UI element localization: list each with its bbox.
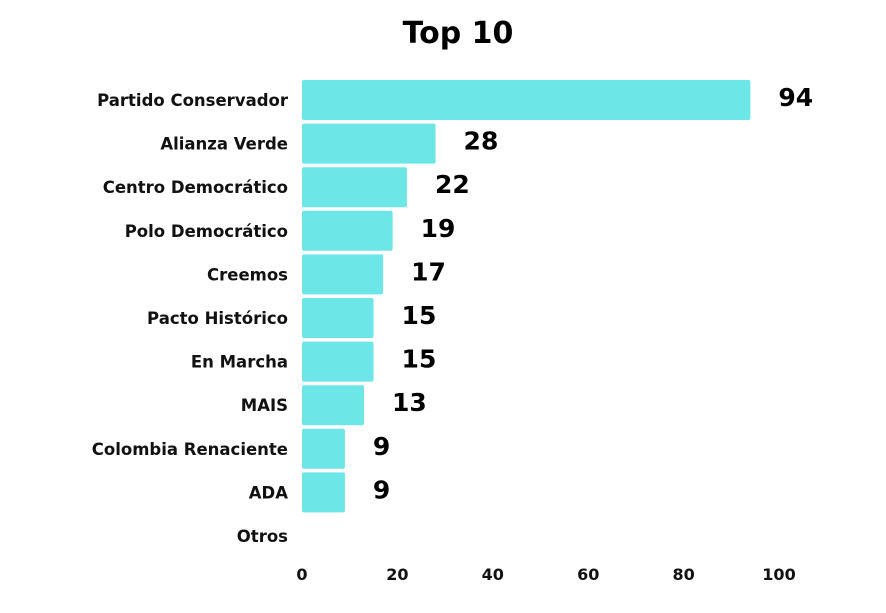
value-label: 17 [411,257,446,286]
x-tick-label: 40 [482,565,504,584]
category-labels-group: Partido Conservador Alianza Verde Centro D… [92,91,289,546]
value-label: 13 [392,388,427,417]
category-label: Creemos [207,265,288,284]
x-tick-label: 0 [296,565,307,584]
category-label: Pacto Histórico [147,309,288,328]
value-label: 15 [402,301,437,330]
category-label: Partido Conservador [97,91,289,110]
bar [302,80,751,120]
x-tick-label: 100 [762,565,795,584]
category-label: Otros [237,527,288,546]
category-label: Polo Democrático [125,222,288,241]
bar [302,385,365,426]
bar [302,210,393,251]
x-axis-ticks-group: 0 20 40 60 80 100 [296,565,795,584]
chart-title: Top 10 [403,16,514,51]
value-label: 15 [402,345,437,374]
category-label: MAIS [241,396,288,415]
value-label: 19 [421,214,456,243]
x-tick-label: 60 [577,565,599,584]
bar [302,428,345,469]
category-label: ADA [249,483,288,502]
x-tick-label: 80 [672,565,694,584]
category-label: Centro Democrático [103,178,288,197]
x-tick-label: 20 [386,565,408,584]
value-label: 9 [373,432,390,461]
bar [302,167,407,208]
bar [302,341,374,382]
bar [302,254,384,295]
value-label: 9 [373,475,390,504]
category-label: Alianza Verde [160,135,288,154]
bar [302,298,374,338]
bar [302,472,345,513]
category-label: Colombia Renaciente [92,440,288,459]
value-label: 28 [464,127,499,156]
bar [302,123,436,164]
bars-group [302,80,751,513]
category-label: En Marcha [191,353,288,372]
value-label: 94 [778,83,813,112]
value-label: 22 [435,170,470,199]
